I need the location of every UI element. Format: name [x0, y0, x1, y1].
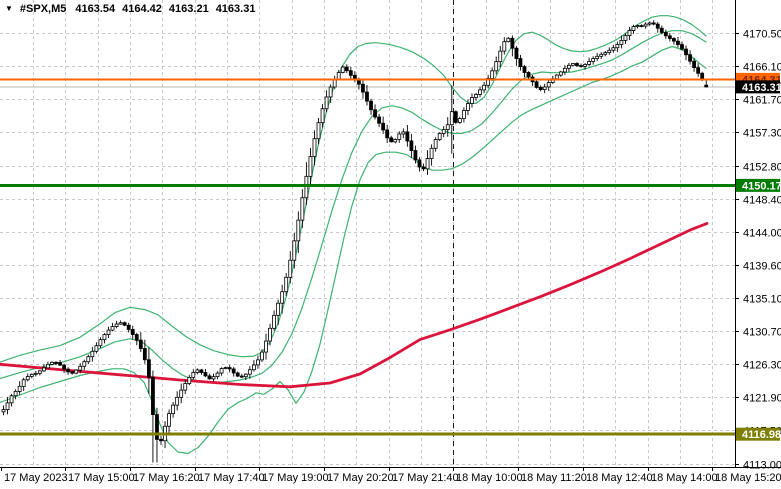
bollinger-upper-line — [0, 15, 707, 363]
price-axis-label: 4130.70 — [743, 327, 781, 339]
price-axis-label: 4166.10 — [743, 62, 781, 74]
price-axis-label: 4152.80 — [743, 162, 781, 174]
price-axis-label: 4126.30 — [743, 360, 781, 372]
time-axis-label: 18 May 15:20 — [715, 472, 781, 484]
time-axis-label: 17 May 16:20 — [133, 472, 200, 484]
chart-plot-surface[interactable] — [0, 0, 735, 467]
collapse-arrow-icon[interactable]: ▼ — [5, 4, 13, 13]
ohlc-high: 4164.42 — [122, 3, 162, 15]
olive-level-line-badge-label: 4116.98 — [742, 429, 781, 441]
price-axis-label: 4157.30 — [743, 128, 781, 140]
bid-line-badge: 4163.31 — [736, 80, 781, 94]
price-axis-label: 4148.40 — [743, 195, 781, 207]
price-axis: 4170.50 4166.10 4161.70 4157.30 4152.80 4148.… — [735, 29, 781, 472]
time-axis-label: 17 May 17:40 — [198, 472, 265, 484]
ohlc-header: ▼ #SPX,M5 4163.54 4164.42 4163.21 4163.31 — [5, 3, 262, 15]
green-level-line-badge-label: 4150.17 — [742, 180, 781, 192]
ohlc-low: 4163.21 — [168, 3, 209, 15]
price-axis-label: 4121.90 — [743, 393, 781, 405]
green-level-line-badge: 4150.17 — [736, 178, 781, 192]
time-axis-label: 17 May 19:00 — [262, 472, 329, 484]
price-axis-label: 4135.10 — [743, 294, 781, 306]
symbol-label: #SPX,M5 — [19, 3, 67, 15]
time-axis-label: 18 May 14:00 — [651, 472, 718, 484]
time-axis-label: 17 May 2023 — [4, 472, 68, 484]
price-axis-label: 4144.00 — [743, 228, 781, 240]
time-axis-label: 18 May 11:20 — [521, 472, 587, 484]
bid-line-badge-label: 4163.31 — [742, 82, 781, 94]
ohlc-close: 4163.31 — [215, 3, 256, 15]
time-axis-label: 18 May 10:00 — [456, 472, 523, 484]
bollinger-middle-line — [0, 30, 707, 384]
ohlc-open: 4163.54 — [75, 3, 116, 15]
price-axis-label: 4139.60 — [743, 261, 781, 273]
price-axis-label: 4113.00 — [743, 460, 781, 472]
olive-level-line-badge: 4116.98 — [736, 427, 781, 441]
price-axis-label: 4170.50 — [743, 29, 781, 41]
time-axis-label: 18 May 12:40 — [586, 472, 653, 484]
time-axis-label: 17 May 20:20 — [327, 472, 394, 484]
time-axis-label: 17 May 15:00 — [68, 472, 135, 484]
candles-layer — [1, 20, 709, 463]
price-axis-label: 4161.70 — [743, 95, 781, 107]
time-axis-label: 17 May 21:40 — [392, 472, 459, 484]
